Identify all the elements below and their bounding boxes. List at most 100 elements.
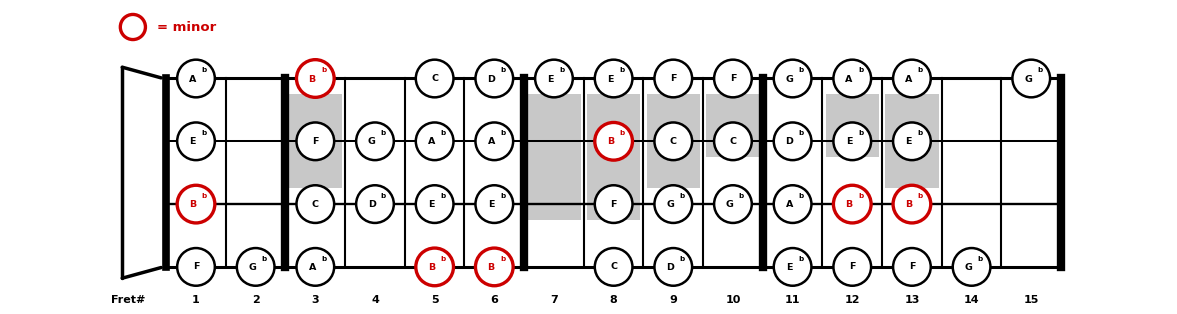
Text: = minor: = minor — [157, 20, 217, 34]
Text: b: b — [798, 256, 804, 262]
Circle shape — [773, 122, 811, 160]
Bar — [646, 94, 700, 188]
Circle shape — [178, 185, 215, 223]
Text: C: C — [730, 137, 737, 146]
Circle shape — [833, 60, 871, 97]
Circle shape — [357, 185, 394, 223]
Text: b: b — [440, 256, 446, 262]
Circle shape — [1012, 60, 1050, 97]
Circle shape — [893, 60, 931, 97]
Circle shape — [714, 122, 752, 160]
Text: D: D — [666, 263, 674, 272]
Circle shape — [297, 248, 334, 286]
Text: D: D — [487, 75, 496, 84]
Bar — [706, 94, 759, 157]
Text: B: B — [308, 75, 315, 84]
Circle shape — [952, 248, 990, 286]
Text: A: A — [427, 138, 435, 146]
Text: b: b — [918, 193, 923, 199]
Text: b: b — [858, 130, 864, 136]
Circle shape — [178, 248, 215, 286]
Circle shape — [297, 122, 334, 160]
Text: 5: 5 — [431, 295, 439, 305]
Circle shape — [833, 248, 871, 286]
Text: G: G — [368, 138, 375, 146]
Text: C: C — [670, 137, 677, 146]
Text: 15: 15 — [1024, 295, 1039, 305]
Text: b: b — [918, 130, 923, 136]
Circle shape — [594, 248, 632, 286]
Circle shape — [773, 185, 811, 223]
Text: 11: 11 — [785, 295, 800, 305]
Text: B: B — [428, 263, 435, 272]
Text: G: G — [785, 75, 793, 84]
Text: b: b — [739, 193, 744, 199]
Text: b: b — [918, 67, 923, 73]
Circle shape — [476, 185, 513, 223]
Text: E: E — [189, 138, 197, 146]
Circle shape — [178, 122, 215, 160]
Text: b: b — [619, 67, 625, 73]
Circle shape — [654, 60, 692, 97]
Bar — [527, 94, 580, 220]
Text: B: B — [607, 138, 614, 146]
Text: b: b — [798, 130, 804, 136]
Text: 3: 3 — [312, 295, 319, 305]
Circle shape — [415, 185, 453, 223]
Text: b: b — [679, 256, 684, 262]
Text: A: A — [845, 75, 853, 84]
Text: F: F — [670, 74, 677, 83]
Circle shape — [415, 122, 453, 160]
Circle shape — [297, 60, 334, 97]
Text: D: D — [368, 200, 375, 209]
Text: 6: 6 — [491, 295, 498, 305]
Circle shape — [476, 122, 513, 160]
Text: b: b — [798, 67, 804, 73]
Text: F: F — [312, 137, 319, 146]
Text: b: b — [798, 193, 804, 199]
Circle shape — [714, 60, 752, 97]
Text: E: E — [607, 75, 613, 84]
Text: b: b — [201, 67, 207, 73]
Text: b: b — [858, 193, 864, 199]
Text: 8: 8 — [610, 295, 618, 305]
Text: F: F — [193, 263, 199, 271]
Text: b: b — [500, 67, 505, 73]
Text: b: b — [619, 130, 625, 136]
Text: C: C — [610, 263, 617, 271]
Circle shape — [893, 185, 931, 223]
Circle shape — [714, 185, 752, 223]
Text: B: B — [845, 200, 852, 209]
Text: G: G — [964, 263, 972, 272]
Text: A: A — [786, 200, 793, 209]
Circle shape — [893, 248, 931, 286]
Text: 4: 4 — [371, 295, 379, 305]
Circle shape — [594, 122, 632, 160]
Text: G: G — [726, 200, 733, 209]
Text: F: F — [909, 263, 916, 271]
Text: b: b — [500, 193, 505, 199]
Text: b: b — [500, 256, 505, 262]
Text: 7: 7 — [550, 295, 558, 305]
Text: E: E — [428, 200, 434, 209]
Text: b: b — [440, 130, 446, 136]
Text: G: G — [1024, 75, 1032, 84]
Circle shape — [654, 185, 692, 223]
Text: A: A — [905, 75, 912, 84]
Text: F: F — [849, 263, 856, 271]
Text: b: b — [321, 256, 326, 262]
Text: E: E — [846, 138, 852, 146]
Text: G: G — [666, 200, 674, 209]
Bar — [587, 94, 640, 220]
Circle shape — [893, 122, 931, 160]
Circle shape — [357, 122, 394, 160]
Circle shape — [594, 60, 632, 97]
Circle shape — [476, 60, 513, 97]
Text: D: D — [785, 138, 793, 146]
Bar — [288, 94, 343, 188]
Circle shape — [773, 248, 811, 286]
Circle shape — [833, 122, 871, 160]
Text: b: b — [977, 256, 983, 262]
Circle shape — [178, 60, 215, 97]
Bar — [885, 94, 938, 188]
